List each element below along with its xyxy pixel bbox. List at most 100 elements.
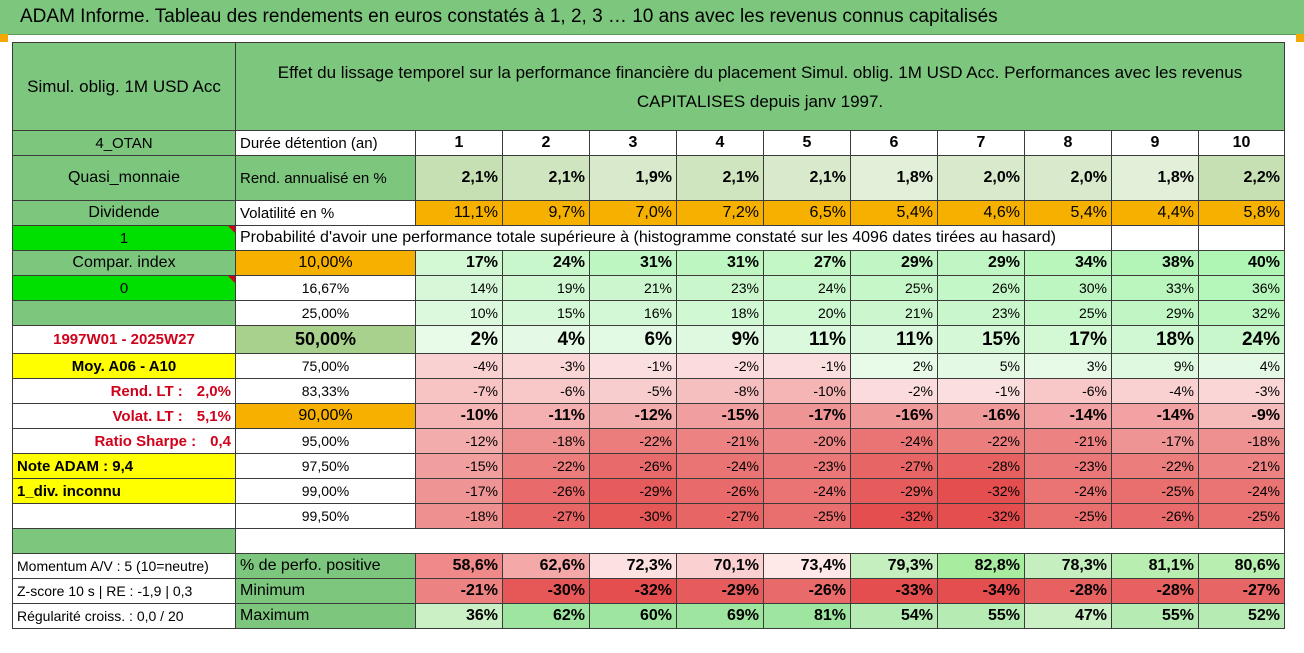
rend-label: Rend. annualisé en % <box>235 155 416 201</box>
perf-value: 23% <box>937 300 1025 326</box>
separator-blank <box>235 528 1285 554</box>
summary-value: 55% <box>1111 603 1199 629</box>
summary-value: -28% <box>1111 578 1199 604</box>
perf-value: -17% <box>1111 428 1199 454</box>
rend-value: 2,1% <box>415 155 503 201</box>
summary-value: 82,8% <box>937 553 1025 579</box>
value-1: 1 <box>12 225 236 251</box>
summary-value: 73,4% <box>763 553 851 579</box>
vol-label: Volatilité en % <box>235 200 416 226</box>
summary-value: -21% <box>415 578 503 604</box>
perf-value: 5% <box>937 353 1025 379</box>
perf-value: 4% <box>502 325 590 354</box>
empty-cell <box>12 503 236 529</box>
summary-value: 69% <box>676 603 764 629</box>
summary-value: -27% <box>1198 578 1285 604</box>
perf-value: 31% <box>589 250 677 276</box>
summary-label: Maximum <box>235 603 416 629</box>
report-title: ADAM Informe. Tableau des rendements en … <box>20 6 998 27</box>
perf-value: 19% <box>502 275 590 301</box>
year-header: 4 <box>676 130 764 156</box>
vol-value: 4,4% <box>1111 200 1199 226</box>
perf-value: 15% <box>937 325 1025 354</box>
perf-value: -16% <box>937 403 1025 429</box>
perf-row: 25,00% 10% 15% 16% 18% 20% 21% 23% 25% 29% 32% <box>12 300 1285 326</box>
div-inconnu: 1_div. inconnu <box>12 478 236 504</box>
perf-row: 0 16,67% 14% 19% 21% 23% 24% 25% 26% 30% 33% 36% <box>12 275 1285 301</box>
perf-value: 23% <box>676 275 764 301</box>
perf-value: -10% <box>415 403 503 429</box>
threshold: 10,00% <box>235 250 416 276</box>
perf-value: 29% <box>850 250 938 276</box>
perf-value: -26% <box>589 453 677 479</box>
perf-value: -1% <box>589 353 677 379</box>
perf-value: -32% <box>937 503 1025 529</box>
perf-value: -8% <box>676 378 764 404</box>
summary-value: 70,1% <box>676 553 764 579</box>
summary-value: 54% <box>850 603 938 629</box>
perf-value: -23% <box>1024 453 1112 479</box>
perf-value: -21% <box>1024 428 1112 454</box>
perf-value: 32% <box>1198 300 1285 326</box>
summary-value: 58,6% <box>415 553 503 579</box>
perf-row: Moy. A06 - A10 75,00% -4% -3% -1% -2% -1% 2% 5% 3… <box>12 353 1285 379</box>
perf-value: -11% <box>502 403 590 429</box>
perf-row: Rend. LT :2,0% 83,33% -7% -6% -5% -8% -10% -2% -… <box>12 378 1285 404</box>
perf-value: -3% <box>502 353 590 379</box>
summary-value: 52% <box>1198 603 1285 629</box>
perf-value: -27% <box>502 503 590 529</box>
summary-left-label: Z-score 10 s | RE : -1,9 | 0,3 <box>12 578 236 604</box>
empty-cell <box>1198 225 1285 251</box>
sharpe: Ratio Sharpe : 0,4 <box>12 428 236 454</box>
perf-value: -27% <box>676 503 764 529</box>
perf-value: 6% <box>589 325 677 354</box>
perf-value: -1% <box>937 378 1025 404</box>
perf-value: -25% <box>1198 503 1285 529</box>
perf-value: 30% <box>1024 275 1112 301</box>
perf-value: 2% <box>850 353 938 379</box>
perf-value: -24% <box>676 453 764 479</box>
perf-value: -29% <box>589 478 677 504</box>
perf-value: 3% <box>1024 353 1112 379</box>
perf-value: 18% <box>1111 325 1199 354</box>
perf-value: -15% <box>676 403 764 429</box>
summary-left-label: Régularité croiss. : 0,0 / 20 <box>12 603 236 629</box>
perf-value: -2% <box>676 353 764 379</box>
duration-label: Durée détention (an) <box>235 130 416 156</box>
perf-value: -20% <box>763 428 851 454</box>
perf-value: -18% <box>502 428 590 454</box>
perf-value: -24% <box>1198 478 1285 504</box>
year-header: 9 <box>1111 130 1199 156</box>
perf-value: 26% <box>937 275 1025 301</box>
rend-value: 1,8% <box>1111 155 1199 201</box>
perf-value: -32% <box>850 503 938 529</box>
summary-value: 60% <box>589 603 677 629</box>
year-header: 3 <box>589 130 677 156</box>
rend-lt-value: 2,0% <box>196 382 231 400</box>
perf-value: -16% <box>850 403 938 429</box>
volat-lt: Volat. LT : 5,1% <box>12 403 236 429</box>
perf-value: 25% <box>850 275 938 301</box>
vol-value: 5,4% <box>1024 200 1112 226</box>
rend-value: 2,1% <box>676 155 764 201</box>
perf-value: -23% <box>763 453 851 479</box>
perf-value: 17% <box>415 250 503 276</box>
threshold: 90,00% <box>235 403 416 429</box>
perf-value: -17% <box>415 478 503 504</box>
vol-value: 4,6% <box>937 200 1025 226</box>
summary-label: % de perfo. positive <box>235 553 416 579</box>
perf-value: -14% <box>1024 403 1112 429</box>
threshold: 50,00% <box>235 325 416 354</box>
perf-value: -26% <box>1111 503 1199 529</box>
vol-value: 6,5% <box>763 200 851 226</box>
summary-value: 55% <box>937 603 1025 629</box>
summary-left-label: Momentum A/V : 5 (10=neutre) <box>12 553 236 579</box>
perf-value: 31% <box>676 250 764 276</box>
perf-value: 27% <box>763 250 851 276</box>
year-header: 5 <box>763 130 851 156</box>
perf-value: 33% <box>1111 275 1199 301</box>
perf-value: 21% <box>589 275 677 301</box>
summary-value: -29% <box>676 578 764 604</box>
dividend-label: Dividende <box>12 200 236 226</box>
threshold: 95,00% <box>235 428 416 454</box>
